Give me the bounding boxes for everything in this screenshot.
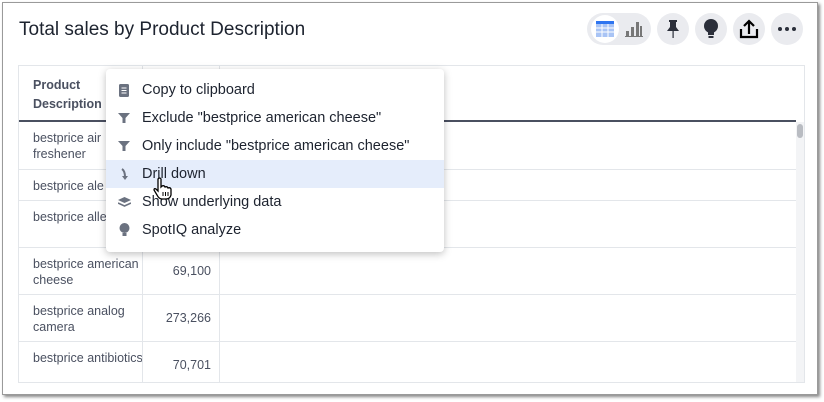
spotiq-button[interactable]	[695, 13, 727, 45]
hand-cursor-icon	[153, 177, 172, 200]
menu-item-drill-down[interactable]: Drill down	[106, 160, 444, 188]
cell-value: 273,266	[142, 295, 220, 341]
layers-icon	[106, 197, 142, 207]
vertical-scrollbar[interactable]	[796, 122, 804, 382]
cell-value: 69,100	[142, 248, 220, 294]
menu-item-copy[interactable]: Copy to clipboard	[106, 76, 444, 104]
cell-desc: bestprice air freshener	[33, 131, 102, 161]
menu-item-exclude[interactable]: Exclude "bestprice american cheese"	[106, 104, 444, 132]
table-row[interactable]: bestprice analog camera 273,266	[19, 295, 796, 342]
more-button[interactable]	[771, 13, 803, 45]
clipboard-icon	[106, 83, 142, 97]
pin-icon	[667, 20, 679, 38]
share-button[interactable]	[733, 13, 765, 45]
table-icon[interactable]	[591, 15, 619, 43]
table-row[interactable]: bestprice american cheese 69,100	[19, 248, 796, 295]
menu-item-only-include[interactable]: Only include "bestprice american cheese"	[106, 132, 444, 160]
answer-card: Total sales by Product Description Produ…	[2, 2, 818, 395]
page-title: Total sales by Product Description	[19, 19, 306, 40]
share-icon	[739, 19, 759, 39]
scrollbar-thumb[interactable]	[797, 124, 803, 138]
more-icon	[778, 27, 796, 31]
filter-icon	[106, 140, 142, 152]
bar-chart-icon[interactable]	[621, 21, 647, 37]
cell-desc: bestprice ale	[33, 179, 104, 193]
drill-down-icon	[106, 167, 142, 181]
filter-icon	[106, 112, 142, 124]
cell-desc: bestprice american cheese	[33, 257, 139, 287]
table-row[interactable]: bestprice antibiotics 70,701	[19, 342, 796, 382]
cell-value: 70,701	[142, 342, 220, 382]
cell-desc: bestprice antibiotics	[33, 351, 143, 365]
column-header-product-description[interactable]: Product Description	[33, 78, 102, 111]
menu-item-spotiq-analyze[interactable]: SpotIQ analyze	[106, 216, 444, 244]
lightbulb-icon	[106, 223, 142, 237]
lightbulb-icon	[704, 19, 718, 38]
cell-desc: bestprice analog camera	[33, 304, 125, 334]
pin-button[interactable]	[657, 13, 689, 45]
menu-item-show-underlying-data[interactable]: Show underlying data	[106, 188, 444, 216]
view-toggle[interactable]	[587, 13, 651, 45]
context-menu: Copy to clipboard Exclude "bestprice ame…	[106, 69, 444, 252]
